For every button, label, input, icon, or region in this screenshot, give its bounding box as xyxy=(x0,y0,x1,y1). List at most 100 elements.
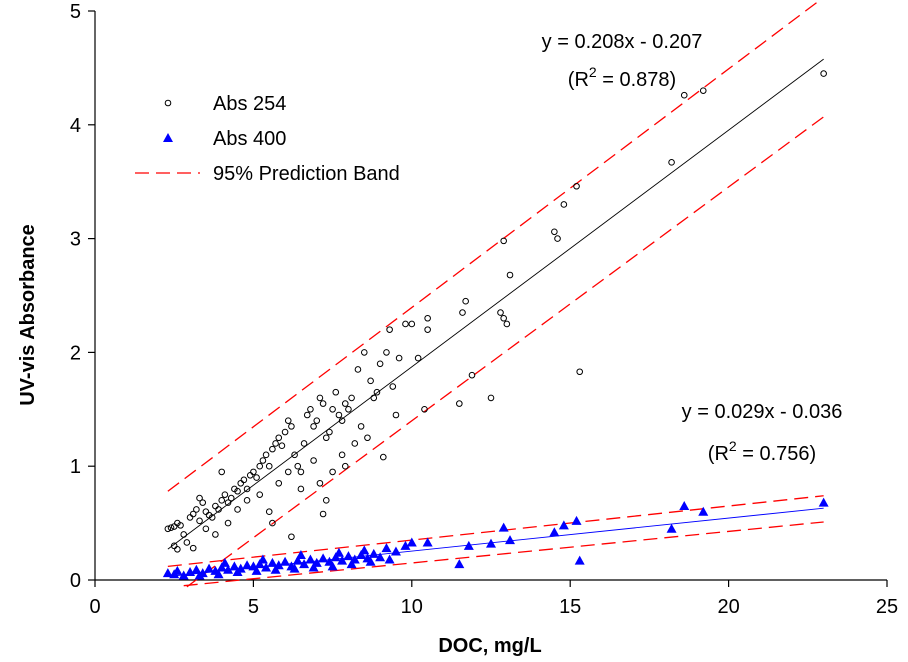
data-point-abs254 xyxy=(319,510,327,518)
data-point-abs254 xyxy=(319,400,327,407)
data-point-abs254 xyxy=(218,468,226,476)
y-tick-label: 5 xyxy=(70,1,81,23)
data-point-abs400 xyxy=(365,556,376,566)
data-point-abs254 xyxy=(313,417,321,424)
r2-abs254: (R2 = 0.878) xyxy=(568,64,676,91)
x-tick-label: 5 xyxy=(248,596,259,618)
data-point-abs254 xyxy=(424,326,431,333)
data-point-abs400 xyxy=(406,537,417,547)
data-point-abs254 xyxy=(275,434,283,442)
data-point-abs400 xyxy=(375,552,386,562)
data-point-abs400 xyxy=(343,551,354,561)
data-point-abs400 xyxy=(454,559,465,569)
data-point-abs254 xyxy=(215,506,222,513)
data-point-abs400 xyxy=(463,540,474,550)
data-point-abs254 xyxy=(329,406,336,413)
data-point-abs254 xyxy=(376,360,384,368)
data-point-abs254 xyxy=(288,423,295,430)
data-point-abs254 xyxy=(462,297,469,305)
data-point-abs254 xyxy=(297,468,305,476)
data-point-abs400 xyxy=(261,562,272,572)
data-point-abs400 xyxy=(400,540,411,550)
data-point-abs254 xyxy=(468,371,476,379)
data-point-abs254 xyxy=(288,533,295,541)
data-point-abs400 xyxy=(232,567,243,577)
data-point-abs400 xyxy=(679,501,690,511)
data-point-abs400 xyxy=(305,554,316,564)
data-point-abs254 xyxy=(212,531,219,538)
y-tick-label: 1 xyxy=(70,456,81,478)
data-point-abs254 xyxy=(357,423,365,430)
data-point-abs400 xyxy=(289,563,300,573)
data-point-abs254 xyxy=(329,468,336,476)
data-point-abs254 xyxy=(202,525,210,533)
data-point-abs254 xyxy=(820,70,827,77)
data-point-abs254 xyxy=(294,462,302,470)
data-point-abs254 xyxy=(256,462,264,470)
data-point-abs254 xyxy=(243,497,251,504)
data-point-abs254 xyxy=(668,159,675,166)
data-point-abs254 xyxy=(354,366,362,373)
data-point-abs254 xyxy=(551,228,558,236)
data-point-abs254 xyxy=(250,468,257,476)
equation-abs254: y = 0.208x - 0.207 xyxy=(542,31,703,53)
data-point-abs400 xyxy=(318,553,329,563)
plot-area: 0 5 10 15 20 25 0 1 2 3 4 5 xyxy=(70,0,898,618)
legend: Abs 254 Abs 400 95% Prediction Band xyxy=(135,93,400,185)
data-point-abs254 xyxy=(360,349,368,356)
data-point-abs254 xyxy=(265,462,273,470)
data-point-abs400 xyxy=(666,523,677,533)
data-point-abs254 xyxy=(373,388,381,396)
data-point-abs254 xyxy=(246,472,254,479)
data-point-abs254 xyxy=(297,485,305,493)
data-point-abs254 xyxy=(332,388,340,396)
prediction-band-lower-abs400 xyxy=(183,521,824,587)
data-point-abs400 xyxy=(292,555,303,565)
data-point-abs400 xyxy=(308,562,319,572)
data-point-abs254 xyxy=(224,499,232,506)
data-point-abs254 xyxy=(243,485,251,493)
data-point-abs254 xyxy=(506,271,514,279)
data-point-abs254 xyxy=(281,428,289,436)
data-point-abs400 xyxy=(558,520,569,530)
data-point-abs400 xyxy=(254,559,265,569)
data-point-abs254 xyxy=(379,453,387,461)
r2-abs400: (R2 = 0.756) xyxy=(708,438,816,465)
data-point-abs254 xyxy=(174,545,181,553)
data-point-abs254 xyxy=(272,440,279,447)
regression-line-abs254 xyxy=(167,58,824,550)
data-point-abs400 xyxy=(818,497,829,507)
prediction-band-lower-abs254 xyxy=(186,116,825,588)
y-tick-label: 2 xyxy=(70,342,81,364)
data-point-abs254 xyxy=(275,479,283,487)
data-point-abs254 xyxy=(500,237,507,245)
data-point-abs400 xyxy=(216,562,227,572)
data-point-abs254 xyxy=(367,377,374,385)
x-axis-title: DOC, mg/L xyxy=(438,635,541,657)
data-point-abs254 xyxy=(164,525,172,533)
data-point-abs254 xyxy=(310,457,317,464)
data-point-abs254 xyxy=(414,354,422,362)
legend-abs400-marker xyxy=(163,133,173,142)
data-point-abs254 xyxy=(303,411,311,419)
data-point-abs400 xyxy=(384,554,395,564)
data-point-abs400 xyxy=(267,557,278,567)
prediction-band-upper-abs400 xyxy=(167,495,824,567)
data-point-abs400 xyxy=(574,555,585,565)
data-point-abs254 xyxy=(307,406,314,413)
data-point-abs254 xyxy=(234,506,241,513)
data-point-abs400 xyxy=(337,555,348,565)
x-tick-label: 10 xyxy=(401,596,423,618)
prediction-band-upper-abs254 xyxy=(167,0,822,492)
data-point-abs254 xyxy=(456,400,463,407)
data-point-abs400 xyxy=(194,570,205,580)
data-point-abs400 xyxy=(330,552,341,562)
x-tick-label: 20 xyxy=(717,596,739,618)
y-tick-label: 4 xyxy=(70,115,81,137)
data-point-abs400 xyxy=(172,565,183,575)
data-point-abs254 xyxy=(253,474,260,481)
legend-abs400-label: Abs 400 xyxy=(213,128,286,150)
data-point-abs400 xyxy=(356,549,367,559)
data-point-abs254 xyxy=(316,394,324,402)
data-point-abs254 xyxy=(183,539,191,546)
